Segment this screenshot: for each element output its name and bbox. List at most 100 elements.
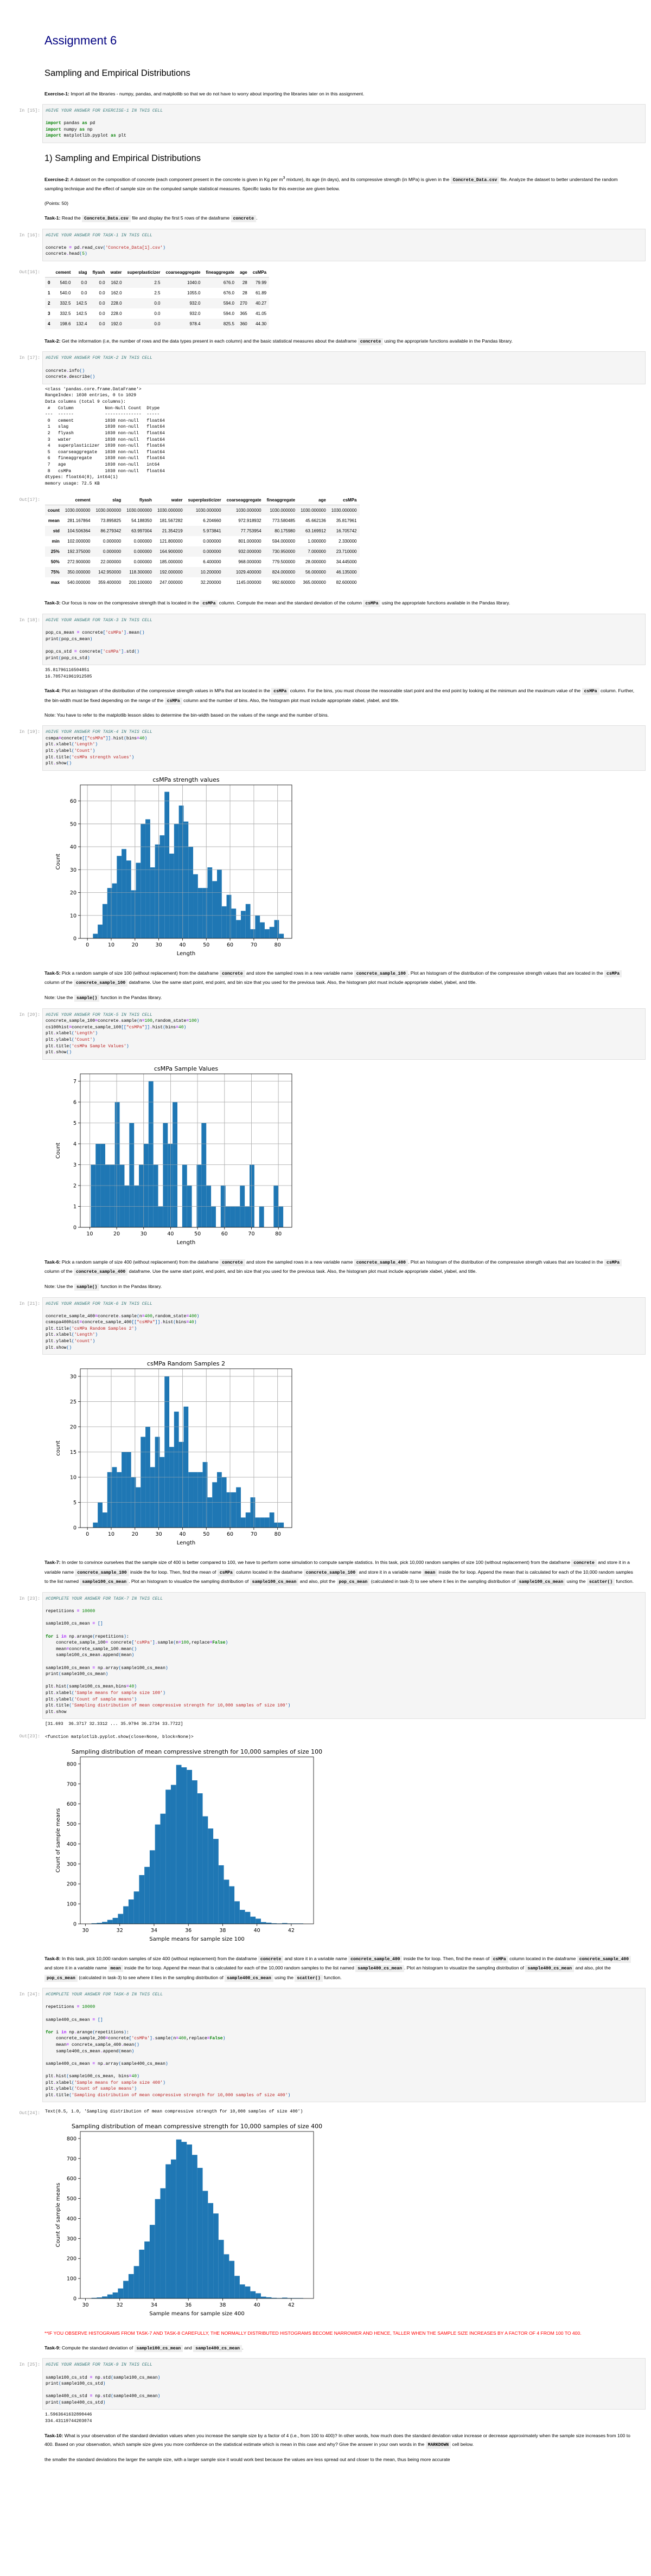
histogram-bar — [139, 2249, 145, 2298]
dataframe-head-table: cement slag flyash water superplasticizer coa… — [45, 267, 270, 329]
markdown-cell-title: Assignment 6 Sampling and Empirical Dist… — [0, 29, 646, 99]
histogram-bar — [245, 904, 251, 938]
code-cell-task2[interactable]: In [17]: #GIVE YOUR ANSWER FOR TASK-2 IN… — [0, 351, 646, 489]
histogram-bar — [192, 2155, 197, 2298]
column-header: superplasticizer — [124, 267, 163, 278]
svg-text:30: 30 — [141, 1231, 147, 1237]
svg-text:300: 300 — [67, 1861, 76, 1867]
svg-text:60: 60 — [227, 942, 233, 948]
code-cell-task5[interactable]: In [20]: #GIVE YOUR ANSWER FOR TASK-5 IN… — [0, 1008, 646, 1253]
svg-text:20: 20 — [70, 890, 76, 896]
svg-text:10: 10 — [70, 913, 76, 919]
histogram-bar — [118, 2288, 124, 2298]
code-cell-task9[interactable]: In [25]: #GIVE YOUR ANSWER FOR TASK-9 IN… — [0, 2358, 646, 2426]
svg-text:30: 30 — [156, 1531, 162, 1537]
svg-text:50: 50 — [203, 1531, 209, 1537]
histogram-bar — [131, 890, 136, 938]
histogram-bar — [218, 2239, 224, 2298]
histogram-bar — [266, 2297, 272, 2298]
svg-text:30: 30 — [70, 1374, 76, 1380]
histogram-bar — [165, 1789, 171, 1924]
table-row: 0 540.0 0.0 0.0 162.0 2.5 1040.0 676.0 28 79.99 — [45, 277, 270, 288]
histogram-bar — [226, 894, 232, 938]
svg-text:100: 100 — [67, 2276, 76, 2282]
histogram-bar — [136, 862, 141, 938]
column-header: coarseaggregate — [224, 495, 264, 506]
code-cell-task4[interactable]: In [19]: #GIVE YOUR ANSWER FOR TASK-4 IN… — [0, 725, 646, 964]
svg-text:700: 700 — [67, 1781, 76, 1787]
code-editor[interactable]: #GIVE YOUR ANSWER FOR TASK-2 IN THIS CEL… — [42, 351, 646, 384]
histogram-bar — [213, 2213, 219, 2298]
code-cell-task6[interactable]: In [21]: #GIVE YOUR ANSWER FOR TASK-6 IN… — [0, 1297, 646, 1554]
svg-text:20: 20 — [70, 1425, 76, 1431]
code-editor[interactable]: #GIVE YOUR ANSWER FOR TASK-6 IN THIS CEL… — [42, 1297, 646, 1355]
histogram-bar — [139, 1875, 145, 1924]
svg-text:42: 42 — [288, 2302, 295, 2308]
svg-text:500: 500 — [67, 1821, 76, 1827]
code-editor[interactable]: #GIVE YOUR ANSWER FOR TASK-3 IN THIS CEL… — [42, 613, 646, 666]
svg-text:1: 1 — [73, 1204, 76, 1210]
histogram-bar — [155, 1437, 160, 1528]
svg-text:200: 200 — [67, 2256, 76, 2262]
histogram-bar — [170, 1785, 176, 1924]
code-editor[interactable]: #GIVE YOUR ANSWER FOR TASK-5 IN THIS CEL… — [42, 1008, 646, 1060]
histogram-bar — [126, 860, 131, 938]
histogram-sample-100: csMPa Sample Values 10 20 30 40 50 60 70 80 0 1 2 3 4… — [48, 1062, 646, 1250]
svg-text:400: 400 — [67, 2216, 76, 2222]
svg-text:60: 60 — [221, 1231, 228, 1237]
svg-text:csMPa Random Samples 2: csMPa Random Samples 2 — [147, 1360, 225, 1367]
code-editor[interactable]: #COMPLETE YOUR ANSWER FOR TASK-8 IN THIS… — [42, 1988, 646, 2103]
code-cell-task8[interactable]: In [24]: #COMPLETE YOUR ANSWER FOR TASK-… — [0, 1988, 646, 2103]
histogram-bar — [133, 2266, 139, 2298]
output-cell-task1: Out[16]: cement slag flyash water superplast… — [0, 266, 646, 332]
histogram-bar — [144, 1866, 150, 1924]
histogram-bar — [174, 823, 179, 938]
table-row: 3 332.5 142.5 0.0 228.0 0.0 932.0 594.0 365 41.05 — [48, 311, 267, 316]
code-cell-exercise1[interactable]: In [15]: #GIVE YOUR ANSWER FOR EXERCISE-… — [0, 104, 646, 143]
histogram-bar — [123, 2281, 129, 2298]
code-cell-task7[interactable]: In [23]: #COMPLETE YOUR ANSWER FOR TASK-… — [0, 1592, 646, 1730]
points-label: (Points: 50) — [44, 201, 68, 207]
svg-text:80: 80 — [275, 1531, 281, 1537]
code-editor[interactable]: #GIVE YOUR ANSWER FOR TASK-1 IN THIS CEL… — [42, 228, 646, 261]
histogram-bar — [181, 1767, 187, 1924]
column-header: superplasticizer — [185, 495, 224, 506]
svg-text:Sampling distribution of mean: Sampling distribution of mean compressiv… — [72, 1748, 322, 1755]
histogram-csmpa: csMPa strength values 0 10 20 30 40 50 60 70 80 0 1… — [48, 773, 646, 961]
svg-text:500: 500 — [67, 2196, 76, 2202]
input-prompt: In [15]: — [19, 108, 40, 113]
markdown-cell-exercise2: 1) Sampling and Empirical Distributions … — [0, 150, 646, 223]
histogram-bar — [235, 1206, 240, 1227]
table-row: 4 198.6 132.4 0.0 192.0 0.0 978.4 825.5 360 44.30 — [45, 318, 270, 329]
svg-text:Sample means for sample size 1: Sample means for sample size 100 — [149, 1936, 245, 1942]
markdown-cell-task2: Task-2: Get the information (i.e, the nu… — [44, 338, 513, 345]
answer-text[interactable]: the smaller the standard deviations the … — [44, 2457, 450, 2462]
histogram-bar — [107, 1920, 113, 1924]
table-row: mean 281.167864 73.895825 54.188350 181.5672… — [48, 518, 357, 524]
histogram-bar — [119, 1164, 125, 1227]
markdown-cell-task3: Task-3: Our focus is now on the compress… — [44, 600, 510, 608]
histogram-bar — [264, 929, 270, 938]
input-prompt: In [16]: — [19, 233, 40, 238]
svg-text:30: 30 — [70, 867, 76, 873]
histogram-bar — [245, 1206, 250, 1227]
svg-text:0: 0 — [73, 1525, 76, 1531]
svg-text:6: 6 — [73, 1099, 76, 1105]
histogram-bar — [274, 919, 279, 938]
code-editor[interactable]: #GIVE YOUR ANSWER FOR TASK-4 IN THIS CEL… — [42, 725, 646, 771]
code-editor[interactable]: #GIVE YOUR ANSWER FOR TASK-9 IN THIS CEL… — [42, 2358, 646, 2410]
code-editor[interactable]: #COMPLETE YOUR ANSWER FOR TASK-7 IN THIS… — [42, 1592, 646, 1720]
code-cell-task3[interactable]: In [18]: #GIVE YOUR ANSWER FOR TASK-3 IN… — [0, 613, 646, 682]
markdown-cell-task6: Task-6: Pick a random sample of size 400… — [0, 1258, 646, 1292]
histogram-bar — [240, 911, 246, 938]
code-cell-task1[interactable]: In [16]: #GIVE YOUR ANSWER FOR TASK-1 IN… — [0, 228, 646, 261]
histogram-bar — [141, 1437, 146, 1528]
histogram-bar — [107, 1472, 112, 1528]
histogram-bar — [197, 1793, 203, 1924]
svg-text:70: 70 — [251, 942, 257, 948]
code-editor[interactable]: #GIVE YOUR ANSWER FOR EXERCISE-1 IN THIS… — [42, 104, 646, 143]
histogram-bar — [255, 1517, 260, 1528]
column-header: water — [107, 267, 125, 278]
svg-text:40: 40 — [179, 1531, 186, 1537]
svg-text:70: 70 — [248, 1231, 254, 1237]
